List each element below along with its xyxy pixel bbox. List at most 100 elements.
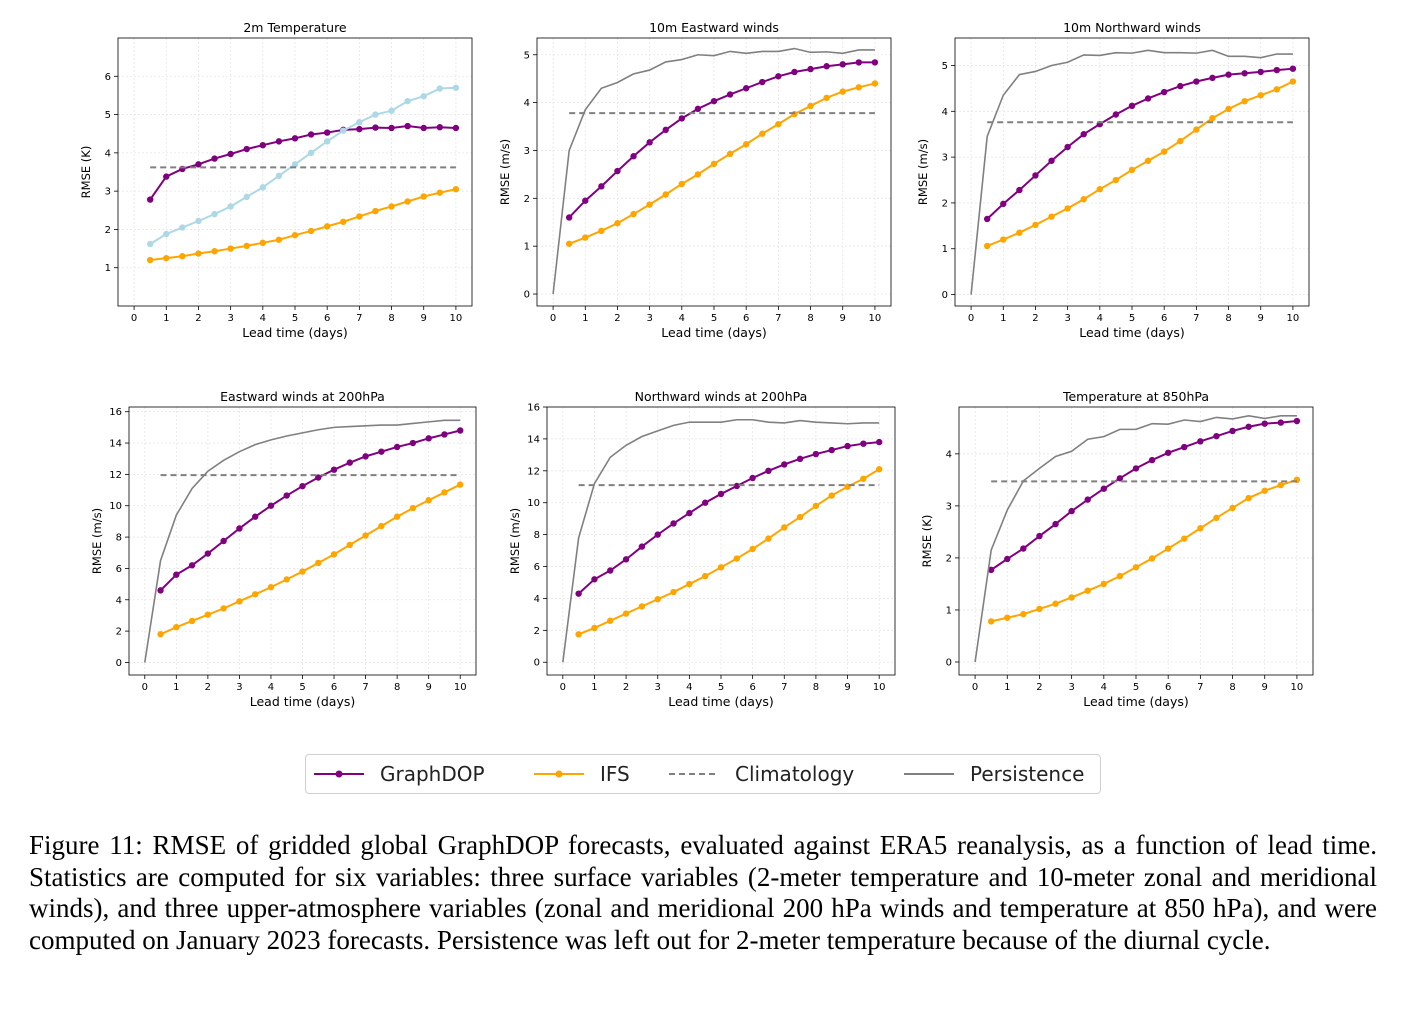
x-tick-label: 7 xyxy=(362,682,368,693)
y-tick-label: 4 xyxy=(942,107,948,118)
x-tick-label: 10 xyxy=(873,682,886,693)
data-point-graphdop xyxy=(393,443,401,451)
data-point-2m-t-light-blue xyxy=(340,127,347,134)
data-point-graphdop xyxy=(1128,102,1136,110)
data-point-ifs xyxy=(717,564,725,571)
plot-frame xyxy=(117,37,473,307)
data-point-graphdop xyxy=(1273,66,1281,74)
data-point-graphdop xyxy=(860,440,867,447)
y-tick-label: 2 xyxy=(946,553,952,564)
data-point-ifs xyxy=(420,193,427,200)
x-tick-label: 4 xyxy=(1101,682,1107,693)
data-point-2m-t-light-blue xyxy=(291,161,299,168)
data-point-ifs xyxy=(1229,504,1236,512)
data-point-graphdop xyxy=(356,125,363,133)
data-point-ifs xyxy=(1144,157,1152,164)
data-point-graphdop xyxy=(267,502,275,509)
y-tick-label: 14 xyxy=(527,434,540,445)
data-point-graphdop xyxy=(1289,65,1297,72)
data-point-graphdop xyxy=(710,97,718,105)
x-tick-label: 10 xyxy=(1287,313,1300,324)
x-tick-label: 7 xyxy=(781,682,787,693)
data-point-ifs xyxy=(1160,148,1168,155)
legend-item-graphdop: GraphDOP xyxy=(314,755,485,793)
data-point-graphdop xyxy=(726,91,734,98)
plot-frame xyxy=(128,406,477,676)
data-point-ifs xyxy=(436,189,444,196)
data-point-2m-t-light-blue xyxy=(243,193,250,201)
data-point-ifs xyxy=(378,522,385,530)
data-point-ifs xyxy=(565,240,573,247)
x-tick-label: 3 xyxy=(1064,313,1070,324)
x-tick-label: 9 xyxy=(840,313,846,324)
y-tick-label: 6 xyxy=(105,72,111,83)
data-point-2m-t-light-blue xyxy=(372,111,379,118)
data-point-ifs xyxy=(1132,564,1140,571)
data-point-ifs xyxy=(457,481,464,488)
x-tick-label: 2 xyxy=(623,682,629,693)
data-point-graphdop xyxy=(378,448,385,455)
data-point-graphdop xyxy=(839,61,846,68)
x-tick-label: 10 xyxy=(450,313,463,324)
x-tick-label: 2 xyxy=(195,313,201,324)
y-tick-label: 10 xyxy=(109,501,122,512)
data-point-graphdop xyxy=(1112,111,1120,118)
data-point-graphdop xyxy=(436,124,444,131)
x-tick-label: 4 xyxy=(686,682,692,693)
chart-panel-3: 0 1 2 3 4 5 6 7 8 9 10 0 1 2 3 4 5 10m Northward winds Lea… xyxy=(916,20,1310,340)
legend-label-graphdop: GraphDOP xyxy=(380,762,485,786)
data-point-ifs xyxy=(871,80,879,87)
x-tick-label: 0 xyxy=(142,682,148,693)
y-tick-label: 5 xyxy=(524,50,530,61)
y-axis-label: RMSE (K) xyxy=(79,146,93,199)
x-tick-label: 8 xyxy=(394,682,400,693)
x-tick-label: 10 xyxy=(454,682,467,693)
data-point-ifs xyxy=(1181,535,1188,542)
y-tick-label: 8 xyxy=(116,533,122,544)
data-point-ifs xyxy=(678,180,686,188)
data-point-graphdop xyxy=(1160,88,1168,96)
y-tick-label: 2 xyxy=(534,626,540,637)
x-tick-label: 3 xyxy=(236,682,242,693)
data-point-graphdop xyxy=(1148,456,1156,464)
legend-swatch-ifs xyxy=(534,770,584,778)
x-tick-label: 1 xyxy=(582,313,588,324)
data-point-ifs xyxy=(1064,205,1071,212)
data-point-graphdop xyxy=(425,435,432,442)
data-point-graphdop xyxy=(1225,71,1232,78)
y-tick-label: 1 xyxy=(105,263,111,274)
data-point-graphdop xyxy=(1209,74,1216,82)
data-point-graphdop xyxy=(717,490,725,498)
y-tick-label: 16 xyxy=(527,403,540,414)
data-point-ifs xyxy=(1245,494,1252,502)
x-tick-label: 1 xyxy=(1000,313,1006,324)
data-point-ifs xyxy=(340,218,347,225)
data-point-graphdop xyxy=(654,531,661,538)
x-tick-label: 3 xyxy=(655,682,661,693)
x-tick-label: 4 xyxy=(260,313,266,324)
y-tick-label: 0 xyxy=(946,657,952,668)
data-point-2m-t-light-blue xyxy=(323,138,331,145)
data-point-graphdop xyxy=(1016,186,1023,194)
data-point-graphdop xyxy=(173,571,180,578)
plot-frame xyxy=(536,37,892,307)
data-point-graphdop xyxy=(844,442,851,450)
data-point-ifs xyxy=(686,580,693,588)
series-line-graphdop xyxy=(568,61,875,219)
data-point-ifs xyxy=(1068,594,1075,601)
data-point-graphdop xyxy=(1100,485,1108,492)
data-point-graphdop xyxy=(404,122,411,130)
data-point-ifs xyxy=(607,617,614,624)
data-point-ifs xyxy=(839,88,846,95)
data-point-2m-t-light-blue xyxy=(211,210,218,218)
x-tick-label: 8 xyxy=(1229,682,1235,693)
data-point-ifs xyxy=(796,513,804,521)
x-tick-label: 5 xyxy=(299,682,305,693)
data-point-graphdop xyxy=(275,138,283,145)
data-point-graphdop xyxy=(1068,507,1075,515)
y-tick-label: 1 xyxy=(946,605,952,616)
data-point-graphdop xyxy=(646,139,653,146)
data-point-graphdop xyxy=(1144,95,1152,102)
chart-title: 2m Temperature xyxy=(243,20,347,35)
